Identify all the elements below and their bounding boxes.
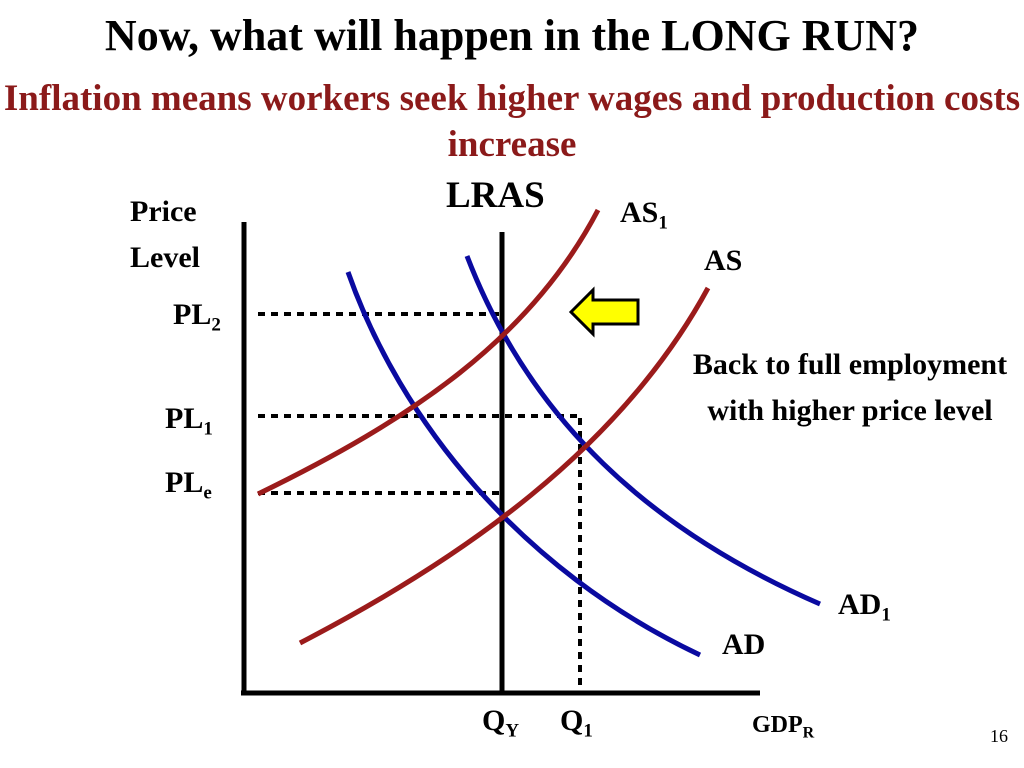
- explanation-note: Back to full employment with higher pric…: [692, 348, 1008, 427]
- pl1-label-main: PL: [165, 402, 204, 435]
- ad-curve: [345, 271, 702, 658]
- qy-label-sub: Y: [505, 720, 520, 742]
- ple-label-main: PL: [165, 466, 204, 499]
- q1-label-sub: 1: [583, 720, 593, 742]
- lras-label: LRAS: [446, 175, 545, 216]
- as-curve: [298, 286, 711, 646]
- x-axis-label: GDPR: [752, 712, 814, 743]
- ad1-label: AD1: [838, 588, 891, 627]
- as-label: AS: [704, 244, 743, 277]
- y-axis-label-price: Price: [130, 195, 197, 228]
- pl1-label-sub: 1: [203, 418, 213, 440]
- slide-number: 16: [990, 726, 1008, 746]
- as1-label-sub: 1: [658, 212, 668, 234]
- y-axis-label-level: Level: [130, 241, 200, 274]
- as1-label-main: AS: [620, 196, 659, 229]
- pl2-label-sub: 2: [211, 314, 221, 336]
- x-axis-label-sub: R: [802, 724, 815, 742]
- slide-subtitle: Inflation means workers seek higher wage…: [3, 78, 1021, 165]
- ple-label: PLe: [165, 466, 212, 505]
- as1-curve: [256, 208, 601, 497]
- q1-label-main: Q: [560, 704, 584, 737]
- ad-label: AD: [722, 628, 766, 661]
- pl2-label-main: PL: [173, 298, 212, 331]
- qy-label-main: Q: [482, 704, 506, 737]
- ad1-curve: [464, 255, 821, 607]
- as1-label: AS1: [620, 196, 668, 235]
- ad1-label-sub: 1: [881, 604, 891, 626]
- ple-label-sub: e: [203, 482, 212, 504]
- left-arrow-icon: [568, 286, 640, 338]
- slide-title: Now, what will happen in the LONG RUN?: [104, 11, 920, 60]
- ad1-label-main: AD: [838, 588, 882, 621]
- x-axis-label-main: GDP: [752, 712, 803, 738]
- q1-label: Q1: [560, 704, 593, 743]
- pl1-label: PL1: [165, 402, 213, 441]
- qy-label: QY: [482, 704, 519, 743]
- pl2-label: PL2: [173, 298, 221, 337]
